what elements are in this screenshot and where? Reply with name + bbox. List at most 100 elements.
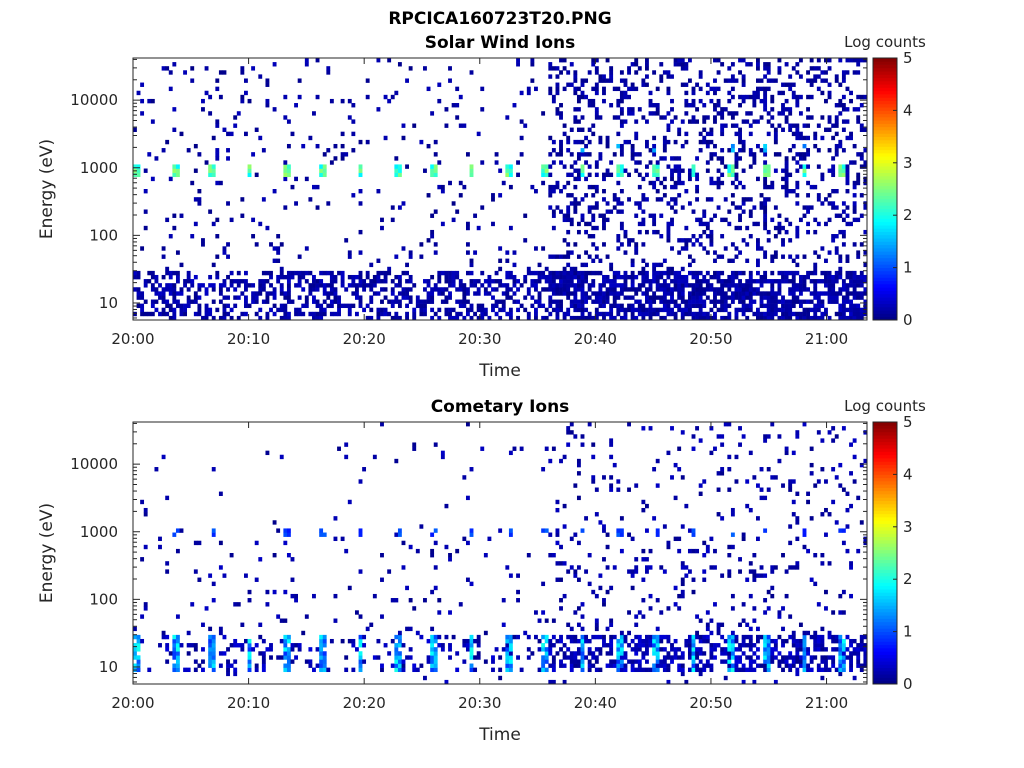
spectrogram-cell [294, 283, 298, 288]
spectrogram-cell [845, 491, 850, 496]
spectrogram-cell [244, 638, 248, 644]
spectrogram-cell [226, 311, 230, 317]
spectrogram-cell [716, 86, 721, 92]
spectrogram-cell [609, 663, 614, 668]
spectrogram-cell [627, 70, 631, 75]
spectrogram-cell [756, 655, 760, 660]
spectrogram-cell [673, 315, 678, 321]
colorbar-segment [873, 313, 897, 318]
spectrogram-cell [358, 528, 363, 533]
spectrogram-cell [380, 299, 384, 304]
spectrogram-cell [813, 634, 818, 640]
spectrogram-cell [286, 528, 291, 533]
colorbar-segment [873, 192, 897, 196]
spectrogram-cell [841, 229, 846, 235]
spectrogram-cell [659, 638, 664, 644]
spectrogram-cell [820, 90, 825, 96]
spectrogram-cell [827, 279, 832, 284]
spectrogram-cell [630, 307, 635, 313]
spectrogram-cell [784, 307, 789, 313]
spectrogram-cell [362, 287, 367, 292]
spectrogram-cell [695, 291, 700, 296]
spectrogram-cell [648, 606, 653, 611]
spectrogram-cell [215, 78, 220, 83]
spectrogram-cell [734, 307, 739, 313]
spectrogram-cell [795, 671, 800, 677]
spectrogram-cell [430, 291, 435, 296]
spectrogram-cell [691, 234, 696, 239]
spectrogram-cell [766, 279, 771, 284]
spectrogram-cell [584, 78, 589, 83]
spectrogram-cell [616, 180, 621, 186]
spectrogram-cell [759, 283, 764, 288]
spectrogram-cell [809, 634, 814, 640]
spectrogram-cell [283, 663, 288, 668]
spectrogram-cell [698, 311, 703, 317]
spectrogram-cell [140, 295, 145, 300]
spectrogram-cell [634, 131, 639, 137]
spectrogram-cell [741, 82, 746, 87]
spectrogram-cell [548, 311, 553, 317]
spectrogram-cell [254, 577, 259, 582]
spectrogram-cell [433, 540, 438, 546]
colorbar-segment [873, 202, 897, 206]
spectrogram-cell [720, 127, 725, 132]
spectrogram-cell [763, 217, 768, 223]
spectrogram-cell [630, 569, 635, 574]
spectrogram-cell [666, 201, 671, 206]
spectrogram-cell [813, 315, 818, 321]
spectrogram-cell [702, 279, 707, 284]
spectrogram-cell [738, 622, 742, 627]
spectrogram-cell [201, 647, 205, 652]
spectrogram-cell [508, 164, 513, 169]
spectrogram-cell [133, 647, 137, 652]
spectrogram-cell [720, 111, 725, 116]
spectrogram-cell [720, 156, 725, 161]
spectrogram-cell [494, 311, 499, 317]
spectrogram-cell [781, 254, 785, 259]
spectrogram-cell [397, 205, 402, 210]
spectrogram-cell [347, 115, 352, 120]
spectrogram-cell [283, 176, 288, 182]
spectrogram-cell [838, 647, 843, 652]
spectrogram-cell [730, 258, 735, 263]
spectrogram-cell [684, 242, 689, 247]
spectrogram-cell [845, 315, 850, 321]
spectrogram-cell [655, 307, 660, 313]
spectrogram-cell [562, 561, 567, 566]
spectrogram-cell [680, 565, 685, 570]
spectrogram-cell [827, 291, 832, 296]
spectrogram-cell [852, 638, 857, 644]
spectrogram-cell [211, 667, 216, 673]
spectrogram-cell [505, 659, 510, 664]
spectrogram-cell [541, 610, 546, 615]
spectrogram-cell [820, 675, 825, 681]
spectrogram-cell [734, 291, 739, 296]
spectrogram-cell [859, 462, 864, 468]
spectrogram-cell [347, 638, 352, 644]
spectrogram-cell [569, 279, 574, 284]
spectrogram-cell [784, 160, 789, 165]
spectrogram-cell [645, 82, 649, 87]
spectrogram-cell [487, 291, 492, 296]
spectrogram-cell [211, 299, 216, 304]
spectrogram-cell [630, 82, 635, 87]
spectrogram-cell [784, 62, 789, 67]
spectrogram-cell [641, 209, 646, 214]
spectrogram-cell [576, 606, 581, 611]
spectrogram-cell [548, 299, 553, 304]
figure-title: RPCICA160723T20.PNG [388, 9, 611, 29]
spectrogram-cell [645, 197, 649, 202]
spectrogram-cell [788, 487, 793, 492]
colorbar-segment [873, 579, 897, 583]
spectrogram-cell [569, 82, 574, 87]
spectrogram-cell [634, 152, 639, 157]
spectrogram-cell [401, 291, 406, 296]
spectrogram-cell [576, 270, 581, 276]
spectrogram-cell [208, 638, 213, 644]
spectrogram-cell [684, 225, 689, 231]
spectrogram-cell [365, 303, 370, 309]
spectrogram-cell [505, 647, 510, 652]
spectrogram-cell [226, 647, 230, 652]
spectrogram-cell [813, 655, 818, 660]
